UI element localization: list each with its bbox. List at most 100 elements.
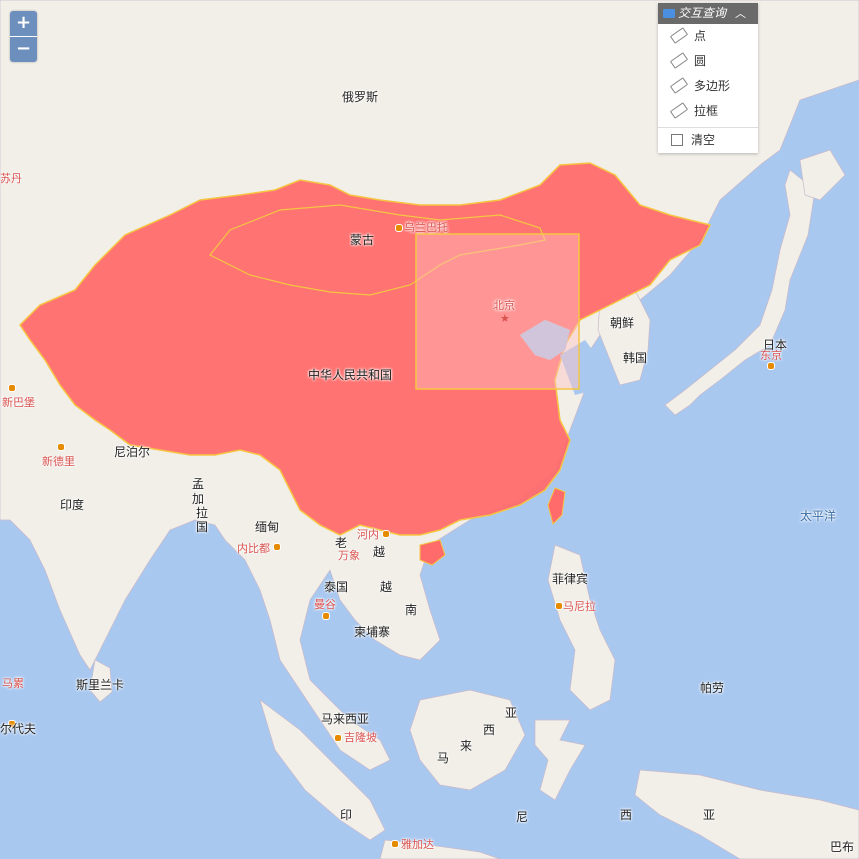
label-bangladesh-4: 国 xyxy=(196,520,209,534)
label-bangladesh-3: 拉 xyxy=(196,506,209,520)
label-png-1: 西 xyxy=(620,808,633,822)
land-korea xyxy=(597,289,651,386)
label-malaysia-2: 来 xyxy=(460,739,473,753)
label-malaysia-1: 马 xyxy=(437,751,450,765)
label-manila: 马尼拉 xyxy=(563,600,596,613)
border-mongolia xyxy=(209,204,546,296)
query-item-label: 拉框 xyxy=(694,104,719,118)
ruler-icon xyxy=(669,102,689,119)
query-item-polygon[interactable]: 多边形 xyxy=(658,74,758,99)
label-nepal: 尼泊尔 xyxy=(114,445,151,459)
label-bangladesh-1: 孟 xyxy=(192,477,205,491)
land-newguinea xyxy=(634,769,859,859)
label-palau: 帕劳 xyxy=(700,681,725,695)
label-malaysia-3: 西 xyxy=(483,723,496,737)
query-icon xyxy=(663,9,675,18)
label-bangkok: 曼谷 xyxy=(314,598,336,611)
land-borneo xyxy=(409,689,526,791)
label-tokyo: 东京 xyxy=(760,349,782,362)
ruler-icon xyxy=(669,77,689,94)
label-kuala-lumpur: 吉隆坡 xyxy=(344,731,377,744)
sea-yellow xyxy=(560,340,600,395)
label-sri-lanka: 斯里兰卡 xyxy=(76,678,125,692)
ruler-icon xyxy=(669,52,689,69)
label-mongolia: 蒙古 xyxy=(350,233,375,247)
label-malaysia-4: 亚 xyxy=(505,706,518,720)
query-item-box[interactable]: 拉框 xyxy=(658,99,758,124)
query-menu-header[interactable]: 交互查询 ︿ xyxy=(658,3,758,24)
land-philippines xyxy=(547,544,616,711)
land-taiwan xyxy=(547,487,566,525)
query-clear-label: 清空 xyxy=(691,133,716,147)
label-cambodia: 柬埔寨 xyxy=(354,625,391,639)
zoom-out-button[interactable]: − xyxy=(10,36,37,62)
query-item-label: 点 xyxy=(694,29,707,43)
label-male: 马累 xyxy=(2,677,24,690)
label-hanoi: 河内 xyxy=(357,528,379,541)
label-vietnam-1: 越 xyxy=(373,545,386,559)
query-item-circle[interactable]: 圆 xyxy=(658,49,758,74)
label-indonesia-2: 尼 xyxy=(516,810,529,824)
label-naypyidaw: 内比都 xyxy=(237,542,270,555)
land-japan xyxy=(664,169,816,416)
land-sumatra xyxy=(259,699,386,841)
query-menu: 交互查询 ︿ 点 圆 多边形 拉框 清空 xyxy=(658,3,758,153)
jakarta-dot-icon xyxy=(391,840,399,848)
tokyo-dot-icon xyxy=(767,362,775,370)
label-png-2: 亚 xyxy=(703,808,716,822)
label-vietnam-2: 南 xyxy=(405,603,418,617)
label-vietnam-extra: 越 xyxy=(380,580,393,594)
label-beijing: 北京 xyxy=(493,299,515,312)
label-laos: 老 xyxy=(335,536,348,550)
query-item-label: 多边形 xyxy=(694,79,731,93)
label-vientiane: 万象 xyxy=(338,549,360,562)
chevron-up-icon[interactable]: ︿ xyxy=(735,7,746,20)
label-malaysia: 马来西亚 xyxy=(321,712,370,726)
naypyidaw-dot-icon xyxy=(273,543,281,551)
label-maldives: 尔代夫 xyxy=(0,722,37,736)
highlight-china[interactable] xyxy=(19,162,712,536)
label-south-korea: 韩国 xyxy=(623,351,648,365)
label-russia: 俄罗斯 xyxy=(342,90,379,104)
sea-bohai xyxy=(519,319,571,361)
label-thailand: 泰国 xyxy=(324,580,349,594)
highlight-hainan[interactable] xyxy=(419,539,446,566)
label-indonesia-1: 印 xyxy=(340,808,353,822)
label-north-korea: 朝鲜 xyxy=(610,316,635,330)
land-java xyxy=(379,839,501,859)
land-srilanka xyxy=(89,659,113,703)
new-delhi-dot-icon xyxy=(57,443,65,451)
label-china: 中华人民共和国 xyxy=(308,368,393,382)
label-japan: 日本 xyxy=(763,338,788,352)
kuala-lumpur-dot-icon xyxy=(334,734,342,742)
label-tajik-city: 苏丹 xyxy=(0,172,22,185)
menu-divider xyxy=(658,127,758,128)
label-bangladesh-2: 加 xyxy=(192,492,205,506)
bangkok-dot-icon xyxy=(322,612,330,620)
hanoi-dot-icon xyxy=(382,530,390,538)
label-philippines: 菲律宾 xyxy=(552,572,589,586)
query-item-label: 圆 xyxy=(694,54,707,68)
label-pacific: 太平洋 xyxy=(800,509,837,523)
selection-box[interactable] xyxy=(415,233,580,390)
land-hokkaido xyxy=(799,149,846,201)
label-new-delhi: 新德里 xyxy=(42,455,75,468)
query-clear-button[interactable]: 清空 xyxy=(658,128,758,153)
male-dot-icon xyxy=(8,720,16,728)
ruler-icon xyxy=(669,27,689,44)
query-item-point[interactable]: 点 xyxy=(658,24,758,49)
beijing-star-icon: ★ xyxy=(500,312,510,325)
label-ulaanbaatar: 乌兰巴托 xyxy=(404,221,448,234)
manila-dot-icon xyxy=(555,602,563,610)
query-menu-title: 交互查询 xyxy=(678,6,727,20)
land-sulawesi xyxy=(534,719,586,801)
label-bab: 巴布 xyxy=(830,840,855,854)
label-india: 印度 xyxy=(60,498,85,512)
label-jakarta: 雅加达 xyxy=(401,838,434,851)
label-pakistan-city: 新巴堡 xyxy=(2,396,35,409)
zoom-in-button[interactable]: + xyxy=(10,11,37,36)
zoom-control: + − xyxy=(10,11,37,62)
ulaanbaatar-dot-icon xyxy=(395,224,403,232)
label-myanmar: 缅甸 xyxy=(255,520,280,534)
pakistan-city-dot-icon xyxy=(8,384,16,392)
